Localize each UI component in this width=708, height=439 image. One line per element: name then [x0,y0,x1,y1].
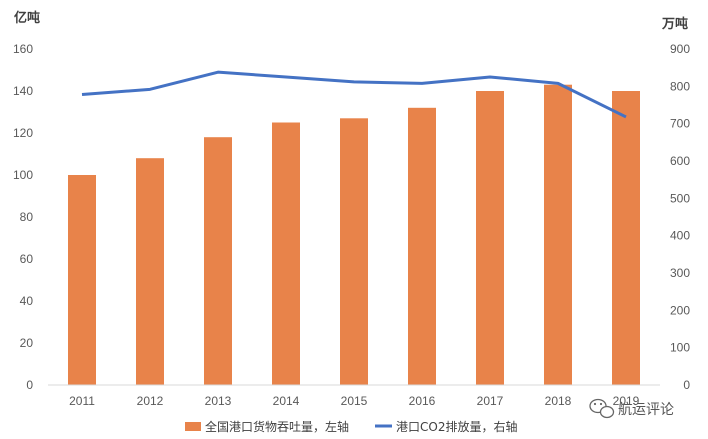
x-tick-label: 2019 [613,394,640,408]
line-series [81,70,627,119]
left-tick-label: 100 [13,168,33,182]
bar-2015 [340,118,368,386]
wechat-icon [589,398,615,419]
left-axis-ticks: 0 20 40 60 80 100 120 140 160 [13,42,33,392]
x-tick-label: 2014 [273,394,300,408]
left-tick-label: 60 [20,252,34,266]
right-tick-label: 900 [670,42,690,56]
bar-2016 [408,107,436,386]
left-tick-label: 0 [26,378,33,392]
x-tick-label: 2017 [477,394,504,408]
right-tick-label: 500 [670,191,690,205]
watermark-text: 航运评论 [618,402,674,418]
left-tick-label: 80 [20,210,34,224]
bar-2017 [476,91,504,385]
legend-label-bar: 全国港口货物吞吐量，左轴 [205,419,349,434]
bar-series [68,84,640,386]
watermark: 航运评论 [589,398,674,419]
left-tick-label: 120 [13,126,33,140]
x-tick-label: 2013 [205,394,232,408]
bar-2018 [544,84,572,385]
left-tick-label: 140 [13,84,33,98]
right-tick-label: 200 [670,303,690,317]
x-tick-label: 2018 [545,394,572,408]
x-tick-label: 2012 [137,394,164,408]
bar-2019 [612,91,640,385]
bar-2012 [136,158,164,385]
left-axis-unit: 亿吨 [14,10,40,26]
left-tick-label: 40 [20,294,34,308]
x-tick-label: 2011 [69,394,95,408]
left-tick-label: 20 [20,336,34,350]
right-axis-unit: 万吨 [661,16,688,32]
right-tick-label: 700 [670,117,690,131]
right-tick-label: 400 [670,229,690,243]
right-tick-label: 100 [670,341,690,355]
x-axis-ticks: 2011 2012 2013 2014 2015 2016 2017 2018 2019 [69,394,640,408]
right-tick-label: 600 [670,154,690,168]
legend-label-line: 港口CO2排放量，右轴 [396,419,517,434]
x-tick-label: 2015 [341,394,368,408]
bar-2014 [272,122,300,385]
right-tick-label: 0 [683,378,690,392]
right-axis-ticks: 0 100 200 300 400 500 600 700 800 900 [670,42,690,392]
right-tick-label: 300 [670,266,690,280]
left-tick-label: 160 [13,42,33,56]
right-tick-label: 800 [670,79,690,93]
bar-2011 [68,175,96,385]
legend: 全国港口货物吞吐量，左轴 港口CO2排放量，右轴 [185,419,517,434]
bar-2013 [204,137,232,385]
x-tick-label: 2016 [409,394,436,408]
legend-swatch-bar [185,422,201,431]
